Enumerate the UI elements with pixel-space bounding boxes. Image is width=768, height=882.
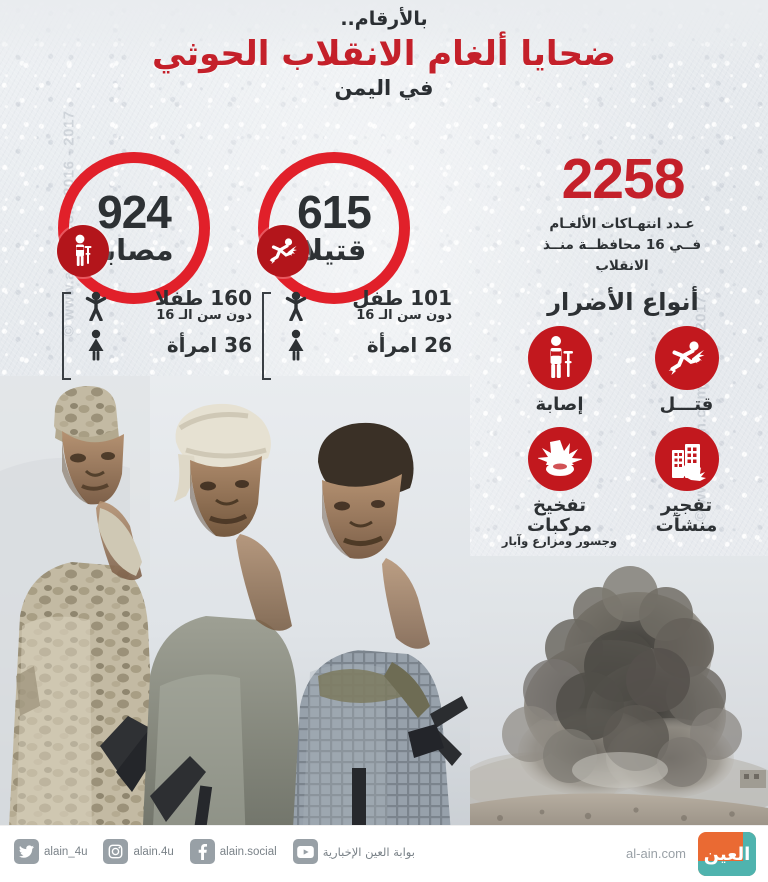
child-icon	[83, 291, 109, 321]
violations-caption-line2: فــي 16 محافظــة منــذ	[542, 236, 702, 253]
violations-caption-line3: الانقلاب	[595, 257, 649, 274]
damage-section-title: أنواع الأضرار	[547, 288, 699, 316]
breakdown-bracket	[262, 292, 271, 380]
facebook-handle: alain.social	[219, 845, 277, 858]
child-icon	[283, 291, 309, 321]
social-link-facebook[interactable]: alain.social	[189, 839, 277, 864]
damage-label-line1: تفجير	[660, 494, 713, 516]
twitter-handle: alain_4u	[44, 845, 88, 858]
fighters-photo	[0, 376, 470, 846]
logo-teal-side	[743, 832, 756, 876]
damage-label-line3: وجسور ومزارع وآبار	[501, 534, 618, 549]
header-subtitle: في اليمن	[334, 76, 434, 101]
stat-circle-killed: 615 قتيلا	[257, 152, 410, 304]
killing-icon	[654, 326, 719, 390]
instagram-icon	[103, 839, 129, 864]
logo-teal-bar	[698, 861, 756, 876]
breakdown-bracket	[62, 292, 71, 380]
women-count: 26 امرأة	[366, 332, 452, 357]
twitter-icon	[14, 839, 39, 864]
damage-label-line1: قتـــل	[659, 394, 714, 415]
stat-ring: 615 قتيلا	[257, 152, 410, 304]
stat-circle-injured: 924 مصابا	[57, 152, 210, 304]
blast-victim-icon	[257, 225, 309, 277]
stat-ring: 924 مصابا	[57, 152, 210, 304]
damage-types-grid: قتـــل إصابة	[498, 326, 748, 549]
facility-blast-icon	[654, 426, 719, 491]
women-count: 36 امرأة	[166, 332, 252, 357]
youtube-icon	[292, 839, 318, 864]
woman-icon	[83, 329, 109, 361]
explosion-photo	[470, 556, 768, 846]
photo-top-fade	[0, 0, 768, 70]
violations-caption: عـدد انتهـاكات الألغـام فــي 16 محافظــة…	[506, 214, 738, 277]
violations-number: 2258	[561, 147, 686, 211]
youtube-handle: بوابة العين الإخبارية	[322, 844, 415, 859]
injured-person-icon	[57, 225, 109, 277]
injury-icon	[527, 326, 592, 390]
vehicle-bomb-icon	[527, 426, 592, 491]
social-link-twitter[interactable]: alain_4u	[14, 839, 87, 864]
violations-caption-line1: عـدد انتهـاكات الألغـام	[549, 216, 695, 232]
damage-item-vehicle-bomb: تفخيخ مركبات وجسور ومزارع وآبار	[498, 426, 621, 549]
footer-bar: alain_4u alain.4u alai	[0, 825, 768, 882]
damage-label-line1: إصابة	[535, 394, 584, 415]
header-kicker: بالأرقام..	[340, 8, 428, 30]
facebook-icon	[189, 839, 215, 864]
children-note: دون سن الـ 16	[156, 308, 252, 323]
logo-text: العين	[703, 843, 751, 865]
instagram-handle: alain.4u	[133, 845, 174, 858]
damage-item-injury: إصابة	[498, 326, 621, 415]
woman-icon	[283, 329, 309, 361]
damage-label-line2: مركبات	[527, 514, 593, 536]
damage-item-facility-blast: تفجير منشآت	[625, 426, 748, 549]
alain-logo[interactable]: العين	[698, 832, 756, 876]
poster-header: بالأرقام.. ضحايا ألغام الانقلاب الحوثي ف…	[0, 8, 768, 100]
breakdown-injured: 160 طفلا دون سن الـ 16 36 امرأة	[62, 286, 252, 380]
damage-label-line1: تفخيخ	[533, 494, 587, 516]
social-link-youtube[interactable]: بوابة العين الإخبارية	[292, 839, 415, 864]
children-count: 101 طفل	[352, 286, 452, 310]
breakdown-killed: 101 طفل دون سن الـ 16 26 امرأة	[262, 286, 452, 380]
page-title: ضحايا ألغام الانقلاب الحوثي	[151, 33, 617, 74]
social-links: alain_4u alain.4u alai	[14, 839, 425, 864]
children-note: دون سن الـ 16	[356, 308, 452, 323]
social-link-instagram[interactable]: alain.4u	[103, 839, 174, 864]
website-url[interactable]: al-ain.com	[626, 846, 686, 861]
stat-label: قتيلا	[301, 232, 367, 267]
damage-label-line2: منشآت	[655, 514, 718, 536]
damage-item-killing: قتـــل	[625, 326, 748, 415]
stat-number: 615	[297, 186, 372, 239]
stat-number: 924	[97, 186, 172, 239]
children-count: 160 طفلا	[154, 286, 252, 310]
